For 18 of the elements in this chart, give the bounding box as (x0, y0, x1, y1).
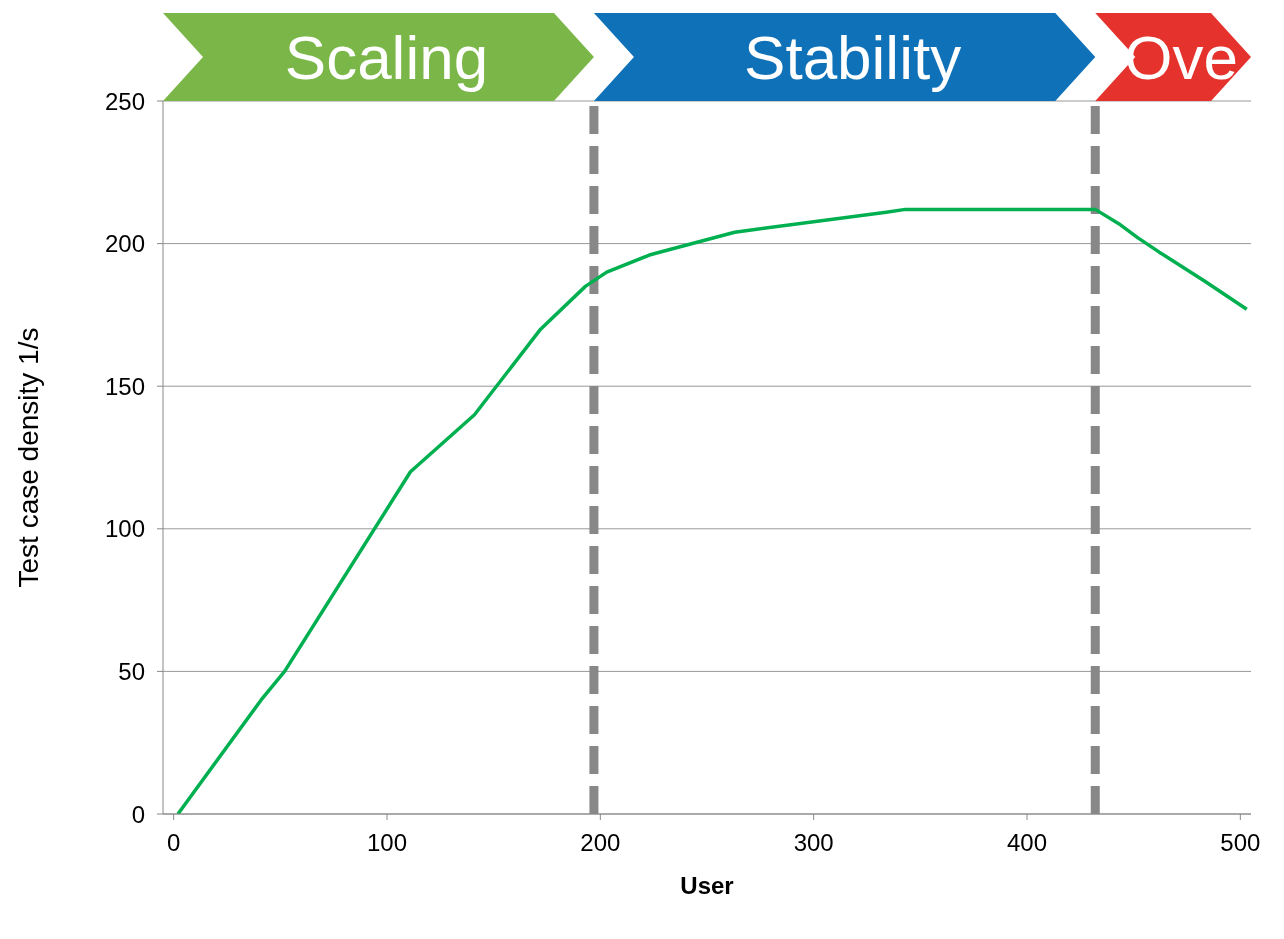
phase-arrow: Ove (1095, 13, 1251, 101)
y-tick-label: 50 (118, 657, 145, 685)
line-series (176, 207, 1249, 814)
y-tick-label: 200 (104, 230, 145, 258)
y-tick-label: 150 (104, 372, 145, 400)
x-tick-label: 400 (1006, 829, 1048, 857)
x-tick-label: 200 (580, 829, 621, 857)
phase-arrow: Stability (593, 13, 1096, 101)
y-tick-label: 0 (131, 800, 145, 828)
y-tick-label: 100 (104, 515, 145, 543)
x-tick-label: 0 (166, 829, 181, 857)
x-axis-title: User (680, 872, 734, 899)
y-axis-title: Test case density 1/s (12, 327, 44, 588)
x-tick-label: 100 (366, 829, 408, 857)
phase-arrow: Scaling (163, 13, 594, 101)
y-tick-label: 250 (104, 87, 145, 115)
x-tick-label: 500 (1220, 829, 1261, 857)
x-tick-label: 300 (793, 829, 834, 857)
